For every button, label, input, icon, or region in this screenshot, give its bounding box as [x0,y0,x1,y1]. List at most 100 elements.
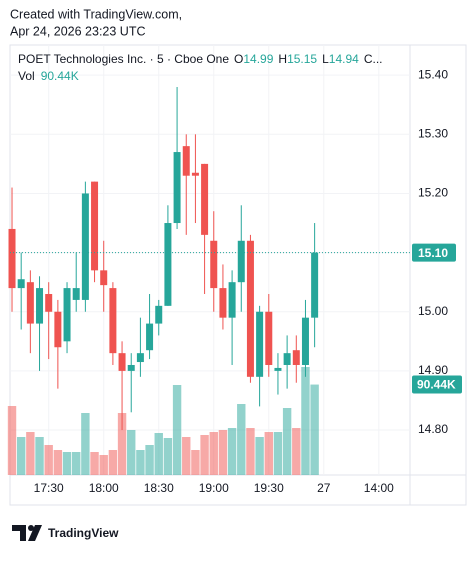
volume-bar [191,450,200,475]
volume-bar [81,413,90,475]
volume-bar [292,428,301,475]
candle-body [136,353,144,363]
volume-bar [16,437,26,475]
legend-label: H [278,52,287,66]
x-tick-label: 18:30 [144,481,174,495]
last-price-box [412,243,456,262]
x-tick-label: 14:00 [364,481,394,495]
volume-bar [273,432,283,475]
volume-bar [108,450,118,475]
legend-label: Vol [18,69,35,83]
candle-body [228,282,236,318]
volume-bar [117,413,127,475]
volume-bar [145,445,154,475]
candle-body [155,305,163,324]
candle-body [100,270,108,286]
volume-bar [282,408,292,475]
candle-body [26,282,34,324]
volume-bar [200,435,209,475]
x-tick-label: 27 [317,481,331,495]
candle-body [237,240,245,283]
volume-bar [99,455,108,475]
candle-body [63,288,71,342]
x-tick-label: 19:30 [254,481,284,495]
volume-bar [172,385,182,475]
legend-label: C... [364,52,383,66]
candle-body [127,364,135,371]
legend: POET Technologies Inc. · 5 · Cboe One O14… [18,52,382,66]
volume-bar [62,452,72,475]
candle-body [54,311,62,348]
x-tick-label: 17:30 [34,481,64,495]
volume-bar [154,433,163,475]
volume-bar [44,445,53,475]
legend-symbol: POET Technologies Inc. · 5 · Cboe One [18,52,229,66]
candle-body [8,228,16,289]
volume-value-label: 90.44K [417,378,456,392]
candle-body [173,152,181,224]
volume-bar [7,406,17,475]
volume-bar [182,437,191,475]
candle-body [301,317,309,365]
brand-logo [12,525,42,541]
candle-body [246,240,254,377]
candle-body [36,288,44,324]
candle-body [109,288,117,354]
candle-body [219,288,227,318]
candle-body [118,353,126,371]
overlay: POET Technologies Inc. · 5 · Cboe One O14… [18,52,382,83]
candle-body [17,279,25,289]
candle-body [81,193,89,300]
candle-body [164,223,172,306]
x-tick-label: 19:00 [199,481,229,495]
volume-bar [237,404,246,475]
last-price-label: 15.10 [418,246,448,260]
header-line: Apr 24, 2026 23:23 UTC [10,24,146,38]
volume-bar [35,437,44,475]
volume-legend: Vol 90.44K [18,69,79,83]
legend-value: 14.94 [329,52,359,66]
volume-bar [72,452,81,475]
volume-bar [246,428,255,475]
volume-box [412,375,462,394]
volume-bar [127,430,136,475]
plot: 14.80 14.90 15.00 15.10 15.20 15.30 15.40 17:30… [7,45,462,495]
candle-body [256,311,264,377]
y-tick-label: 15.30 [418,126,448,140]
candle-body [265,311,273,365]
volume-bar [218,430,228,475]
candle-body [191,172,199,176]
candle-body [311,252,319,318]
candle-body [182,146,190,176]
legend-value: 15.15 [287,52,317,66]
y-tick-label: 15.00 [418,304,448,318]
candle-body [274,367,282,371]
volume-bar [301,367,310,475]
legend-label: L [322,52,329,66]
volume-bar [90,452,99,475]
legend-label: O [234,52,243,66]
volume-bar [264,432,273,475]
legend-value: 14.99 [243,52,273,66]
volume-bar [26,432,35,475]
candle-body [45,294,53,312]
candle-body [201,163,209,235]
header-line: Created with TradingView.com, [10,7,182,21]
candle-body [91,181,99,271]
candle-body [283,353,291,365]
volume-bar [255,437,264,475]
legend-value: 90.44K [41,69,79,83]
volume-bar [163,438,173,475]
candle-body [292,350,300,365]
y-tick-label: 15.40 [418,67,448,81]
volume-bar [209,432,218,475]
y-tick-label: 15.20 [418,186,448,200]
volume-bar [227,428,237,475]
volume-bar [53,450,63,475]
y-tick-label: 14.90 [418,363,448,377]
candle-body [72,288,80,300]
candle-body [210,240,218,289]
brand-name: TradingView [48,526,119,540]
